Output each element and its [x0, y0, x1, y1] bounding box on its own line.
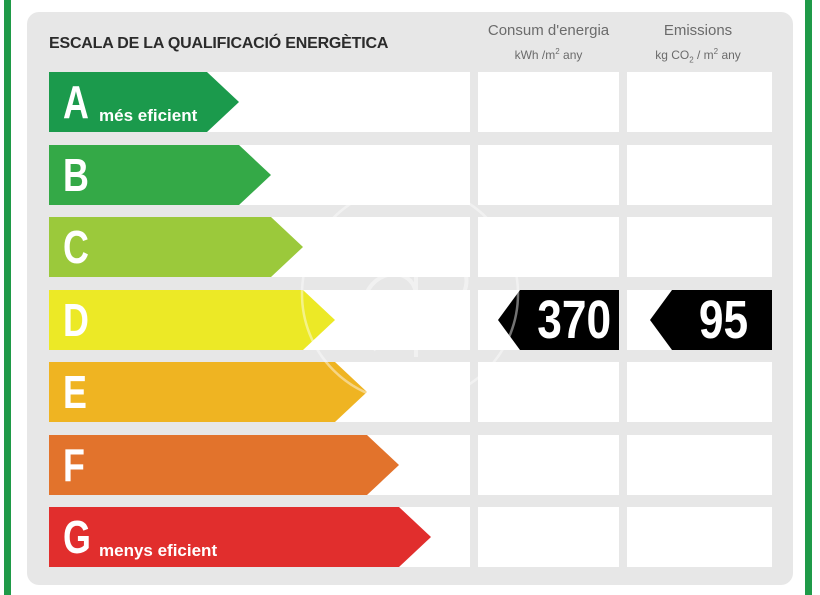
- left-frame-border: [4, 0, 11, 595]
- emissions-cell-c: [627, 217, 772, 277]
- class-letter-e: E: [63, 366, 87, 418]
- emissions-cell-g: [627, 507, 772, 567]
- scale-row-d: D: [49, 290, 470, 350]
- class-arrow-f: F: [49, 435, 399, 495]
- class-arrow-d: D: [49, 290, 335, 350]
- emissions-cell-e: [627, 362, 772, 422]
- consum-cell-c: [478, 217, 619, 277]
- emissions-cell-b: [627, 145, 772, 205]
- consum-rating-badge: 370: [498, 290, 619, 350]
- class-arrow-c: C: [49, 217, 303, 277]
- class-arrow-e: E: [49, 362, 367, 422]
- emissions-header-unit: kg CO2 / m2 any: [655, 47, 741, 65]
- consum-cell-b: [478, 145, 619, 205]
- class-letter-b: B: [63, 149, 89, 201]
- emissions-rating-badge: 95: [650, 290, 772, 350]
- emissions-cell-d: 95: [627, 290, 772, 350]
- class-sublabel-g: menys eficient: [99, 541, 218, 560]
- emissions-header-label: Emissions: [663, 22, 733, 39]
- consum-column-header: Consum d'energia kWh /m2 any: [478, 22, 619, 63]
- class-letter-d: D: [63, 294, 89, 346]
- consum-rating-value: 370: [537, 290, 611, 350]
- emissions-rating-value: 95: [698, 290, 748, 350]
- scale-row-e: E: [49, 362, 470, 422]
- class-letter-c: C: [63, 221, 89, 273]
- watermark-logo-icon: [300, 184, 520, 404]
- class-letter-a: A: [63, 76, 89, 128]
- scale-row-b: B: [49, 145, 470, 205]
- consum-cell-d: 370: [478, 290, 619, 350]
- consum-header-label: Consum d'energia: [487, 22, 610, 39]
- right-frame-border: [805, 0, 812, 595]
- scale-row-c: C: [49, 217, 470, 277]
- class-letter-g: G: [63, 511, 91, 563]
- class-sublabel-a: més eficient: [99, 106, 198, 125]
- consum-cell-f: [478, 435, 619, 495]
- scale-row-f: F: [49, 435, 470, 495]
- consum-header-unit: kWh /m2 any: [514, 47, 583, 62]
- label-title: ESCALA DE LA QUALIFICACIÓ ENERGÈTICA: [49, 35, 389, 52]
- emissions-column-header: Emissions kg CO2 / m2 any: [625, 22, 771, 68]
- emissions-cell-f: [627, 435, 772, 495]
- class-arrow-b: B: [49, 145, 271, 205]
- consum-cell-e: [478, 362, 619, 422]
- emissions-cell-a: [627, 72, 772, 132]
- consum-cell-a: [478, 72, 619, 132]
- consum-cell-g: [478, 507, 619, 567]
- class-letter-f: F: [63, 439, 85, 491]
